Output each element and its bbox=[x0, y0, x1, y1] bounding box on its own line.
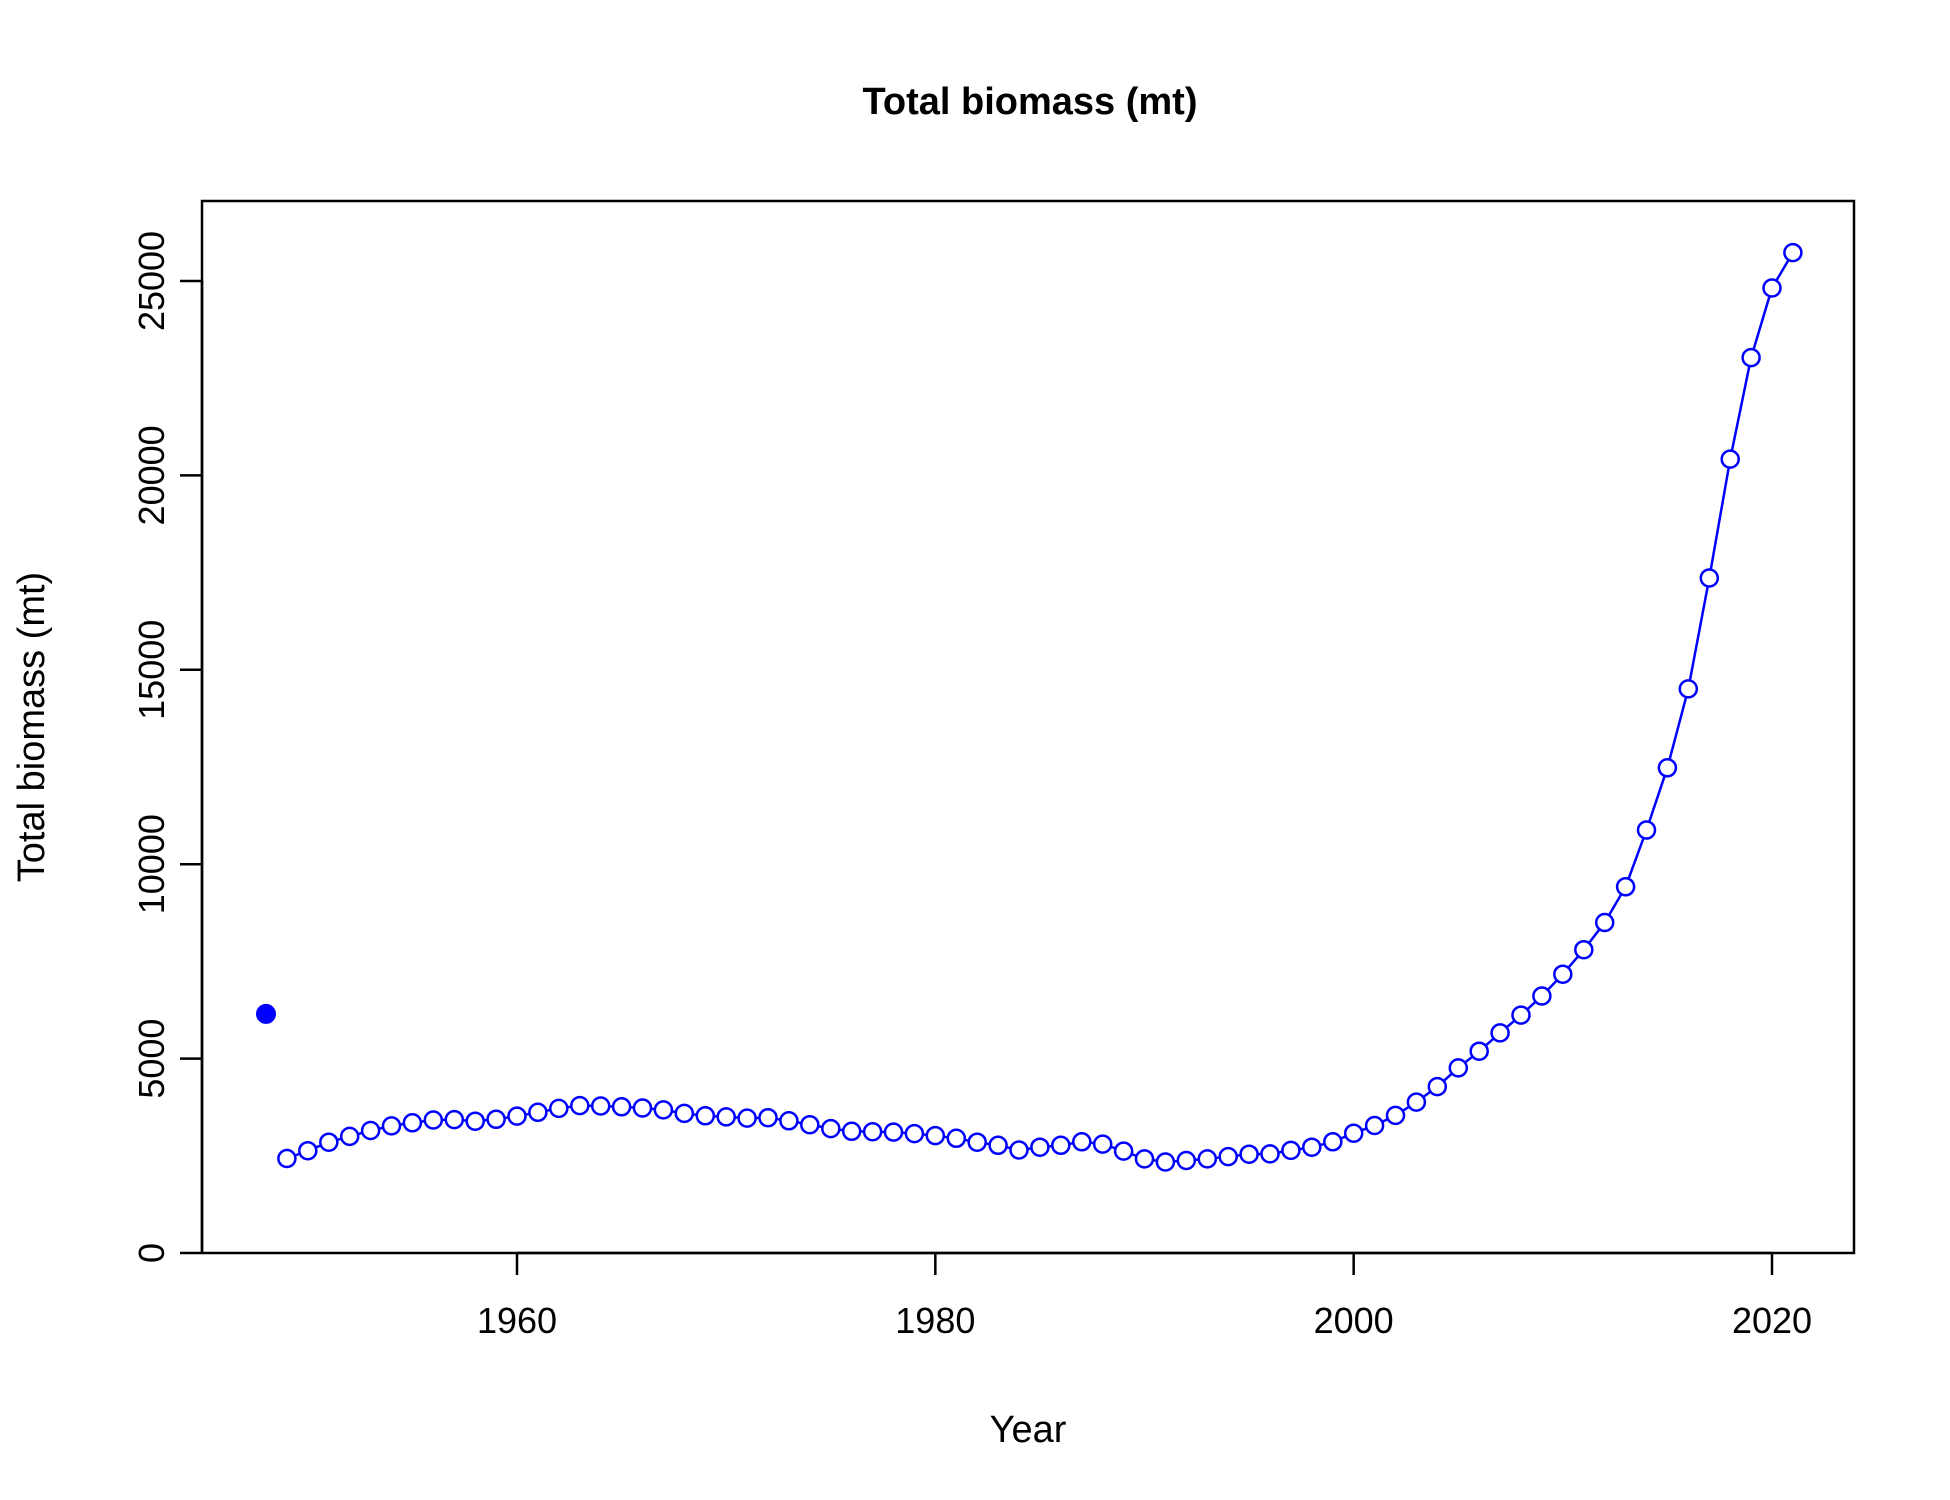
x-tick-label: 1980 bbox=[895, 1300, 975, 1341]
data-point bbox=[1385, 1105, 1406, 1126]
data-point bbox=[319, 1132, 339, 1152]
data-point bbox=[465, 1111, 485, 1131]
x-tick-label: 2020 bbox=[1732, 1300, 1812, 1341]
data-point bbox=[360, 1120, 381, 1141]
data-point bbox=[402, 1113, 423, 1133]
data-point bbox=[800, 1114, 820, 1135]
data-point bbox=[1218, 1146, 1238, 1167]
data-point bbox=[1762, 278, 1782, 298]
data-point bbox=[1636, 820, 1657, 840]
data-point bbox=[549, 1098, 569, 1119]
data-point bbox=[904, 1123, 925, 1144]
data-point bbox=[1511, 1005, 1531, 1025]
data-point bbox=[486, 1109, 506, 1130]
data-point bbox=[1448, 1058, 1469, 1078]
data-point bbox=[1406, 1092, 1427, 1112]
data-point bbox=[1134, 1149, 1155, 1169]
data-point bbox=[570, 1095, 590, 1116]
data-point bbox=[1490, 1023, 1510, 1043]
data-point bbox=[967, 1132, 987, 1152]
data-point bbox=[1051, 1135, 1071, 1156]
series-points-layer bbox=[256, 242, 1803, 1172]
y-tick-label: 10000 bbox=[131, 814, 172, 914]
data-point bbox=[653, 1100, 674, 1120]
data-point bbox=[1176, 1150, 1197, 1171]
data-point bbox=[988, 1135, 1008, 1156]
plot-frame bbox=[200, 199, 1856, 1255]
y-axis-label: Total biomass (mt) bbox=[11, 572, 53, 882]
data-point bbox=[381, 1116, 402, 1136]
data-point bbox=[946, 1128, 967, 1149]
y-tick-label: 25000 bbox=[131, 231, 172, 331]
data-point bbox=[632, 1098, 653, 1118]
data-point bbox=[1553, 964, 1573, 984]
y-axis: 0 5000 10000 15000 20000 25000 bbox=[131, 231, 204, 1263]
y-tick-label: 0 bbox=[131, 1243, 172, 1263]
data-point bbox=[1720, 449, 1740, 469]
data-point bbox=[1030, 1137, 1050, 1157]
data-point bbox=[841, 1121, 862, 1142]
chart-title: Total biomass (mt) bbox=[863, 81, 1198, 123]
data-point bbox=[528, 1102, 548, 1123]
data-point bbox=[423, 1110, 444, 1130]
data-point bbox=[1364, 1115, 1385, 1136]
data-point bbox=[444, 1109, 465, 1130]
x-axis: 1960 1980 2000 2020 bbox=[477, 1251, 1812, 1341]
data-point bbox=[1343, 1123, 1364, 1143]
data-point bbox=[1092, 1134, 1113, 1154]
data-point bbox=[925, 1125, 946, 1146]
data-point bbox=[1427, 1076, 1448, 1097]
data-point bbox=[1281, 1140, 1301, 1161]
y-tick-label: 20000 bbox=[131, 425, 172, 525]
data-point bbox=[779, 1111, 799, 1131]
x-tick-label: 1960 bbox=[477, 1300, 557, 1341]
data-point bbox=[1009, 1140, 1029, 1160]
data-point bbox=[1699, 568, 1720, 588]
data-point bbox=[1469, 1041, 1489, 1061]
data-point bbox=[590, 1096, 611, 1116]
data-point bbox=[758, 1107, 778, 1128]
data-point bbox=[695, 1106, 716, 1126]
data-point bbox=[1239, 1144, 1259, 1164]
y-tick-label: 15000 bbox=[131, 620, 172, 720]
data-point bbox=[1197, 1149, 1218, 1169]
x-axis-label: Year bbox=[990, 1409, 1067, 1451]
data-point bbox=[277, 1148, 297, 1169]
data-point bbox=[1594, 912, 1615, 933]
data-point bbox=[1302, 1137, 1322, 1157]
data-point bbox=[1741, 347, 1761, 368]
data-point bbox=[883, 1122, 904, 1142]
series-line-layer bbox=[286, 251, 1794, 1164]
data-point bbox=[1783, 242, 1803, 263]
initial-biomass-point bbox=[256, 1003, 276, 1024]
data-point bbox=[1260, 1144, 1280, 1164]
y-tick-label: 5000 bbox=[131, 1019, 172, 1099]
x-tick-label: 2000 bbox=[1314, 1300, 1394, 1341]
data-point bbox=[737, 1108, 757, 1128]
data-point bbox=[1657, 758, 1678, 778]
data-point bbox=[1532, 986, 1552, 1006]
data-point bbox=[821, 1118, 841, 1139]
data-point bbox=[1155, 1152, 1176, 1172]
data-point bbox=[298, 1140, 318, 1161]
series-line bbox=[286, 251, 1794, 1164]
data-point bbox=[611, 1097, 632, 1117]
data-point bbox=[862, 1121, 883, 1142]
data-point bbox=[507, 1106, 527, 1126]
data-point bbox=[674, 1103, 695, 1124]
data-point bbox=[1113, 1141, 1134, 1161]
data-point bbox=[1072, 1132, 1092, 1152]
data-point bbox=[1574, 939, 1594, 960]
data-point bbox=[1615, 877, 1636, 897]
data-point bbox=[339, 1126, 360, 1147]
data-point bbox=[716, 1107, 736, 1127]
data-point bbox=[1323, 1132, 1343, 1152]
data-point bbox=[1678, 679, 1699, 699]
